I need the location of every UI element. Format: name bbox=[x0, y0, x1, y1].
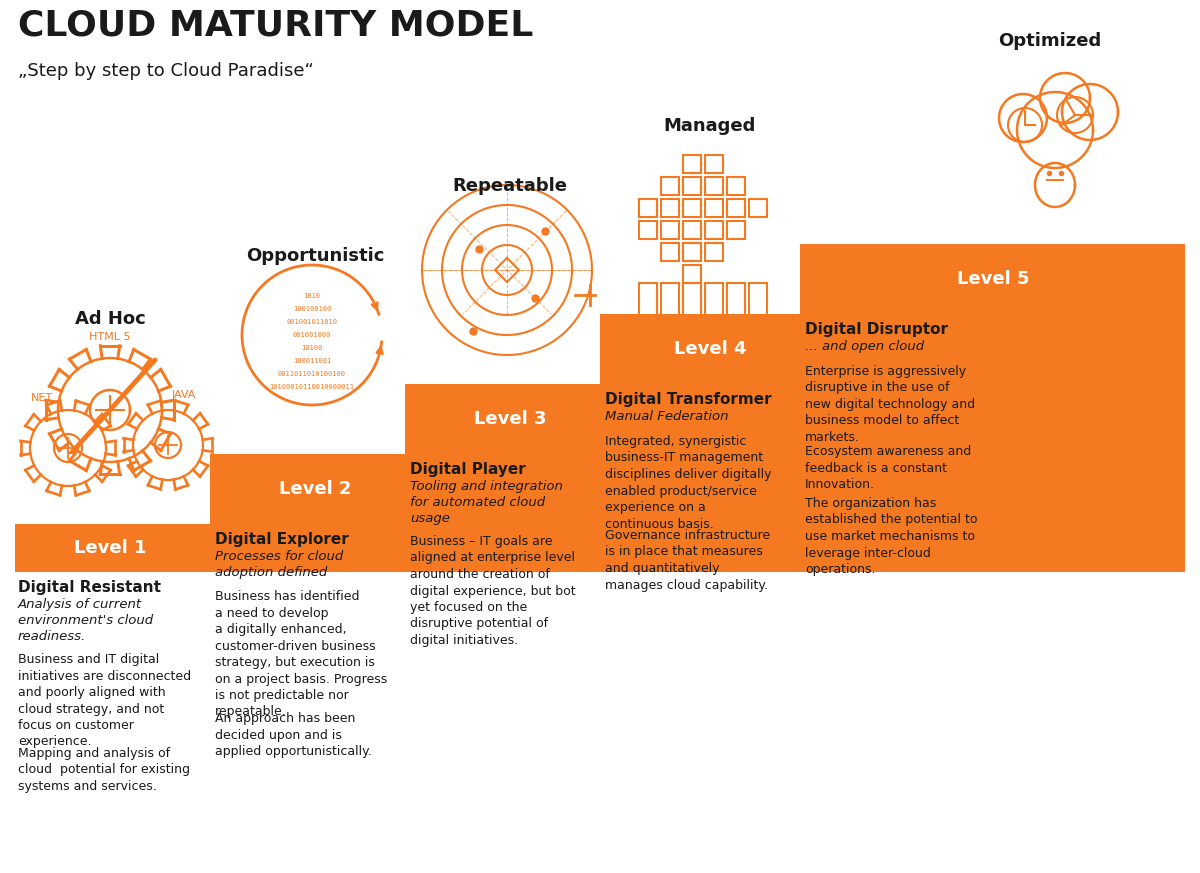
Text: 10100: 10100 bbox=[301, 345, 323, 351]
Text: Mapping and analysis of
cloud  potential for existing
systems and services.: Mapping and analysis of cloud potential … bbox=[18, 747, 190, 793]
Text: Business and IT digital
initiatives are disconnected
and poorly aligned with
clo: Business and IT digital initiatives are … bbox=[18, 653, 191, 748]
Text: Business has identified
a need to develop
a digitally enhanced,
customer-driven : Business has identified a need to develo… bbox=[215, 590, 388, 718]
Text: Level 5: Level 5 bbox=[956, 270, 1030, 288]
Text: Digital Explorer: Digital Explorer bbox=[215, 532, 349, 547]
FancyBboxPatch shape bbox=[14, 454, 210, 524]
Text: Enterprise is aggressively
disruptive in the use of
new digital technology and
b: Enterprise is aggressively disruptive in… bbox=[805, 365, 976, 444]
Text: 0011011010100100: 0011011010100100 bbox=[278, 371, 346, 377]
Text: Digital Resistant: Digital Resistant bbox=[18, 580, 161, 595]
Text: Repeatable: Repeatable bbox=[452, 177, 568, 195]
FancyBboxPatch shape bbox=[406, 384, 1186, 454]
Text: Level 4: Level 4 bbox=[673, 340, 746, 358]
Text: Digital Disruptor: Digital Disruptor bbox=[805, 322, 948, 337]
Text: 100011001: 100011001 bbox=[293, 358, 331, 364]
Text: Manual Federation: Manual Federation bbox=[605, 410, 728, 423]
Text: ... and open cloud: ... and open cloud bbox=[805, 340, 924, 353]
Text: The organization has
established the potential to
use market mechanisms to
lever: The organization has established the pot… bbox=[805, 497, 978, 576]
Text: Governance infrastructure
is in place that measures
and quantitatively
manages c: Governance infrastructure is in place th… bbox=[605, 529, 770, 592]
Text: Managed: Managed bbox=[664, 117, 756, 135]
Text: Integrated, synergistic
business-IT management
disciplines deliver digitally
ena: Integrated, synergistic business-IT mana… bbox=[605, 435, 772, 531]
Text: 100100100: 100100100 bbox=[293, 306, 331, 312]
Text: 10100010110010000011: 10100010110010000011 bbox=[270, 384, 354, 390]
FancyBboxPatch shape bbox=[800, 244, 1186, 314]
FancyBboxPatch shape bbox=[210, 384, 406, 454]
Text: Level 3: Level 3 bbox=[474, 410, 546, 428]
Text: 1010: 1010 bbox=[304, 293, 320, 299]
FancyBboxPatch shape bbox=[210, 454, 1186, 524]
Text: Digital Transformer: Digital Transformer bbox=[605, 392, 772, 407]
FancyBboxPatch shape bbox=[600, 314, 1186, 384]
Text: Level 2: Level 2 bbox=[278, 480, 352, 498]
Text: JAVA: JAVA bbox=[172, 390, 196, 400]
Text: Analysis of current
environment's cloud
readiness.: Analysis of current environment's cloud … bbox=[18, 598, 154, 643]
Text: Ad Hoc: Ad Hoc bbox=[74, 310, 145, 328]
Text: Level 1: Level 1 bbox=[73, 539, 146, 557]
Text: Processes for cloud
adoption defined: Processes for cloud adoption defined bbox=[215, 550, 343, 579]
Text: „Step by step to Cloud Paradise“: „Step by step to Cloud Paradise“ bbox=[18, 62, 314, 80]
Text: 001001000: 001001000 bbox=[293, 332, 331, 338]
Text: Ecosystem awareness and
feedback is a constant
Innovation.: Ecosystem awareness and feedback is a co… bbox=[805, 445, 971, 491]
Text: An approach has been
decided upon and is
applied opportunistically.: An approach has been decided upon and is… bbox=[215, 712, 372, 758]
FancyBboxPatch shape bbox=[406, 314, 600, 384]
FancyBboxPatch shape bbox=[14, 524, 1186, 572]
Text: HTML 5: HTML 5 bbox=[89, 332, 131, 342]
Text: Opportunistic: Opportunistic bbox=[246, 247, 384, 265]
Text: Digital Player: Digital Player bbox=[410, 462, 526, 477]
FancyBboxPatch shape bbox=[600, 244, 800, 314]
Text: Tooling and integration
for automated cloud
usage: Tooling and integration for automated cl… bbox=[410, 480, 563, 525]
Text: Optimized: Optimized bbox=[998, 32, 1102, 50]
Text: CLOUD MATURITY MODEL: CLOUD MATURITY MODEL bbox=[18, 8, 533, 42]
Text: Business – IT goals are
aligned at enterprise level
around the creation of
digit: Business – IT goals are aligned at enter… bbox=[410, 535, 576, 647]
Text: NET: NET bbox=[31, 393, 53, 403]
Text: 001001011010: 001001011010 bbox=[287, 319, 337, 325]
